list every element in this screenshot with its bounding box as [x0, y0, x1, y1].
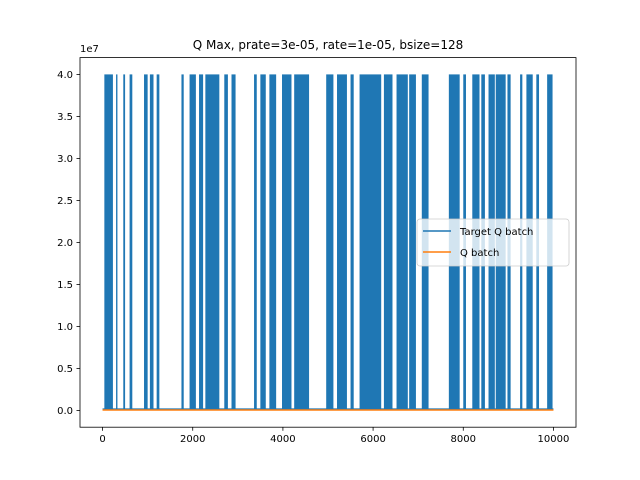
y-tick-label: 3.5	[57, 112, 73, 123]
series-target-q-batch-spikes	[156, 74, 160, 410]
series-target-q-batch-spikes	[116, 74, 118, 410]
series-target-q-batch-spikes	[231, 74, 236, 410]
y-axis: 0.0 0.5 1.0 1.5 2.0 2.5 3.0 3.5 4.0	[57, 70, 80, 417]
y-tick-label: 0.5	[57, 364, 73, 375]
legend-label-target-q-batch: Target Q batch	[459, 227, 533, 238]
x-tick-label: 4000	[270, 434, 295, 445]
y-tick-label: 2.0	[57, 238, 73, 249]
y-tick-label: 1.0	[57, 322, 73, 333]
series-target-q-batch-spikes	[205, 74, 220, 410]
y-tick-label: 4.0	[57, 70, 73, 81]
series-target-q-batch-spikes	[254, 74, 257, 410]
series-target-q-batch-spikes	[199, 74, 204, 410]
series-target-q-batch-spikes	[337, 74, 347, 410]
x-tick-label: 8000	[451, 434, 476, 445]
series-target-q-batch-spikes	[282, 74, 292, 410]
series-target-q-batch-spikes	[144, 74, 148, 410]
y-offset-label: 1e7	[80, 44, 99, 55]
series-target-q-batch-spikes	[123, 74, 126, 410]
x-tick-label: 2000	[180, 434, 205, 445]
y-tick-label: 1.5	[57, 280, 73, 291]
y-tick-label: 2.5	[57, 196, 73, 207]
series-target-q-batch-spikes	[224, 74, 228, 410]
x-tick-label: 10000	[538, 434, 570, 445]
series-target-q-batch-spikes	[104, 74, 113, 410]
series-target-q-batch-spikes	[260, 74, 266, 410]
series-target-q-batch-spikes	[269, 74, 277, 410]
legend-label-q-batch: Q batch	[460, 248, 499, 259]
series-target-q-batch-spikes	[129, 74, 133, 410]
series-target-q-batch-spikes	[383, 74, 393, 410]
series-target-q-batch-spikes	[294, 74, 310, 410]
series-target-q-batch-spikes	[181, 74, 184, 410]
y-tick-label: 3.0	[57, 154, 73, 165]
legend: Target Q batch Q batch	[416, 218, 570, 267]
x-tick-label: 0	[99, 434, 105, 445]
legend-frame	[416, 218, 570, 267]
series-target-q-batch-spikes	[359, 74, 382, 410]
x-axis: 0 2000 4000 6000 8000 10000	[99, 427, 569, 445]
series-target-q-batch-spikes	[326, 74, 334, 410]
series-target-q-batch-spikes	[409, 74, 416, 410]
x-tick-label: 6000	[360, 434, 385, 445]
series-target-q-batch-spikes	[396, 74, 408, 410]
series-target-q-batch-spikes	[189, 74, 196, 410]
series-target-q-batch-spikes	[350, 74, 354, 410]
y-tick-label: 0.0	[57, 406, 73, 417]
series-target-q-batch-spikes	[149, 74, 154, 410]
chart-title: Q Max, prate=3e-05, rate=1e-05, bsize=12…	[193, 38, 464, 52]
